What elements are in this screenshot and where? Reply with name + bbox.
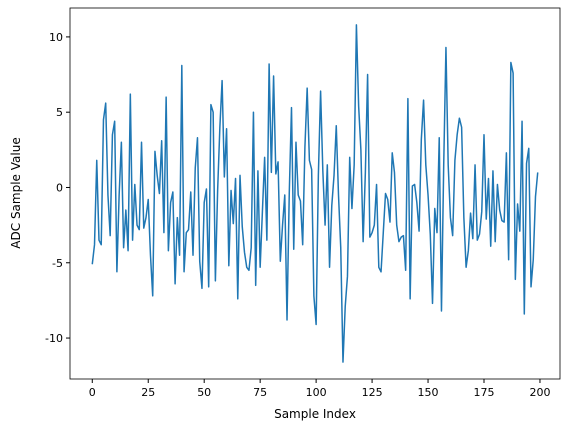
x-tick-label: 50 [197, 386, 211, 399]
x-tick-label: 75 [253, 386, 267, 399]
x-axis-label: Sample Index [274, 407, 356, 421]
x-tick-label: 150 [418, 386, 439, 399]
x-tick-label: 0 [89, 386, 96, 399]
y-tick-label: 5 [56, 106, 63, 119]
plot-frame [69, 7, 561, 380]
y-axis-label: ADC Sample Value [9, 137, 23, 248]
y-tick-label: -10 [45, 332, 63, 345]
y-tick-label: 10 [49, 31, 63, 44]
x-tick-label: 25 [141, 386, 155, 399]
x-tick-label: 200 [529, 386, 550, 399]
x-tick-label: 125 [362, 386, 383, 399]
x-tick-label: 100 [306, 386, 327, 399]
x-tick-label: 175 [474, 386, 495, 399]
y-tick-label: 0 [56, 181, 63, 194]
y-tick-label: -5 [52, 257, 63, 270]
data-line [91, 24, 539, 363]
